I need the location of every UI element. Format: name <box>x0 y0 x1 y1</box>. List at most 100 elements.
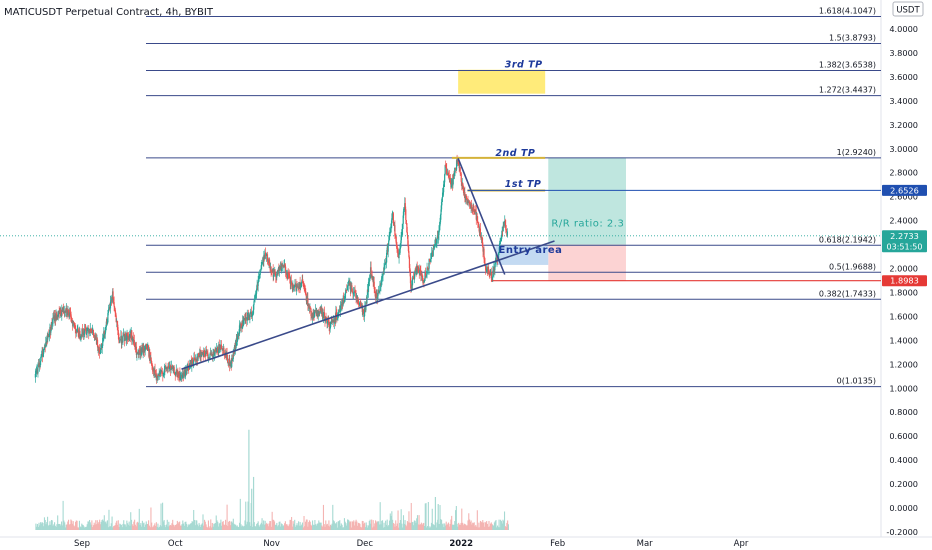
volume-bar <box>40 522 42 530</box>
candle-body <box>73 322 75 323</box>
volume-bar <box>455 510 457 530</box>
volume-bar <box>143 522 145 530</box>
candle-body <box>197 353 199 361</box>
candle-body <box>216 348 218 351</box>
candle-body <box>247 315 249 318</box>
volume-bar <box>266 524 269 530</box>
candle-body <box>467 199 469 201</box>
candle-body <box>35 370 38 374</box>
candle-body <box>39 360 42 366</box>
price-badge <box>882 275 927 287</box>
volume-bar <box>483 522 485 530</box>
candle-body <box>150 360 153 365</box>
volume-bar <box>78 527 80 530</box>
candle-body <box>161 371 163 374</box>
candle-body <box>149 352 151 360</box>
volume-bar <box>173 526 175 530</box>
candle-body <box>396 248 399 252</box>
volume-bar <box>240 524 242 530</box>
volume-bar <box>37 526 39 530</box>
candle-body <box>147 346 149 351</box>
candle-body <box>174 373 176 375</box>
currency-selector[interactable]: USDT <box>892 1 924 17</box>
candle-body <box>419 268 421 271</box>
candle-body <box>66 308 68 314</box>
currency-badge-label: USDT <box>896 6 920 16</box>
candle-body <box>97 346 100 352</box>
volume-bar <box>436 522 438 530</box>
volume-bar <box>368 520 370 530</box>
volume-bar <box>154 523 156 530</box>
volume-bar <box>442 523 444 530</box>
candle-body <box>201 353 203 355</box>
candle-body <box>193 357 195 362</box>
candle-body <box>469 203 471 205</box>
candle-body <box>283 265 285 268</box>
volume-bar <box>63 520 65 530</box>
candle-body <box>83 332 85 336</box>
candle-body <box>249 312 251 314</box>
candle-body <box>307 298 309 306</box>
volume-bar <box>36 523 39 530</box>
candle-body <box>281 263 283 266</box>
volume-bar <box>44 519 46 530</box>
candle-body <box>122 335 124 343</box>
candle-body <box>209 353 211 360</box>
candle-body <box>117 330 119 334</box>
volume-bar <box>200 526 202 530</box>
candle-body <box>328 318 330 322</box>
candle-body <box>388 234 390 241</box>
volume-bar <box>306 519 308 530</box>
candle-body <box>407 235 409 246</box>
candle-body <box>275 273 277 277</box>
candle-body <box>498 243 501 252</box>
candle-body <box>475 210 477 212</box>
candle-body <box>234 343 236 352</box>
candle-body <box>403 208 405 216</box>
candle-body <box>339 305 342 312</box>
volume-bar <box>484 521 486 530</box>
volume-bar <box>82 525 84 530</box>
volume-bar <box>422 523 424 530</box>
volume-bar <box>377 521 379 530</box>
volume-bar <box>444 523 446 530</box>
volume-bar <box>324 526 326 530</box>
fib-level-label: 1(2.9240) <box>837 148 876 157</box>
candle-body <box>112 291 114 299</box>
candle-body <box>183 371 185 378</box>
volume-bar <box>205 524 207 530</box>
volume-bar <box>68 519 70 530</box>
volume-bar <box>101 520 103 530</box>
volume-bar <box>382 527 384 530</box>
volume-bar <box>220 519 222 530</box>
volume-bar <box>336 522 338 530</box>
volume-bar <box>140 523 142 530</box>
candle-body <box>300 283 302 288</box>
volume-bar <box>46 522 48 530</box>
volume-bar <box>374 523 376 530</box>
candle-body <box>140 352 143 355</box>
candle-body <box>372 277 374 283</box>
volume-bar <box>83 526 85 530</box>
volume-bar <box>315 524 317 530</box>
volume-bar <box>172 519 174 530</box>
candle-body <box>274 271 276 274</box>
volume-bar <box>197 524 199 530</box>
volume-bar <box>494 521 496 530</box>
volume-bar <box>49 521 51 530</box>
volume-bar <box>164 525 166 530</box>
volume-bar <box>475 524 477 530</box>
volume-bar <box>300 525 302 530</box>
volume-bar <box>122 523 124 530</box>
candle-body <box>260 269 262 272</box>
candle-body <box>439 222 441 227</box>
candle-body <box>104 327 106 335</box>
volume-bar <box>214 523 216 530</box>
candle-body <box>434 242 436 246</box>
price-tick-label: 1.2000 <box>889 359 918 369</box>
candle-body <box>481 237 483 239</box>
volume-bar <box>228 520 230 530</box>
volume-bar <box>439 505 441 530</box>
volume-bar <box>258 525 260 530</box>
